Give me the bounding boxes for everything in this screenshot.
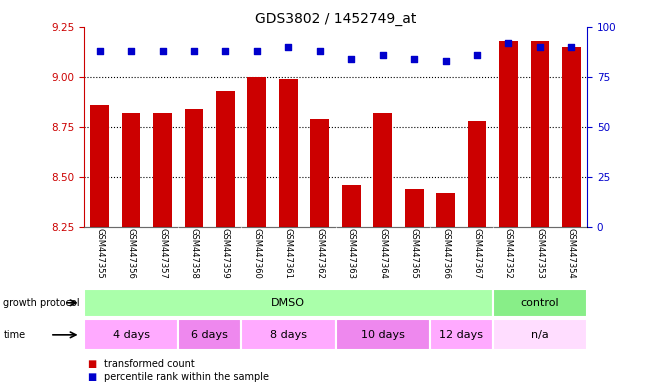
Point	[220, 48, 231, 54]
Bar	[310, 119, 329, 227]
Text: GSM447361: GSM447361	[284, 228, 293, 279]
Text: GSM447352: GSM447352	[504, 228, 513, 278]
Point	[409, 56, 419, 62]
Bar	[531, 41, 550, 227]
Bar	[405, 189, 423, 227]
Point	[94, 48, 105, 54]
Bar	[279, 79, 298, 227]
Text: GSM447363: GSM447363	[347, 228, 356, 279]
Text: GSM447367: GSM447367	[472, 228, 482, 279]
Bar	[336, 319, 430, 350]
Bar	[241, 319, 336, 350]
Text: 4 days: 4 days	[113, 330, 150, 340]
Bar	[84, 319, 178, 350]
Bar	[84, 289, 493, 317]
Point	[283, 44, 294, 50]
Bar	[562, 47, 581, 227]
Text: ■: ■	[87, 372, 97, 382]
Point	[503, 40, 514, 46]
Text: control: control	[521, 298, 559, 308]
Bar	[430, 319, 493, 350]
Text: ■: ■	[87, 359, 97, 369]
Bar	[493, 289, 587, 317]
Text: DMSO: DMSO	[271, 298, 305, 308]
Text: percentile rank within the sample: percentile rank within the sample	[104, 372, 269, 382]
Text: GSM447366: GSM447366	[441, 228, 450, 279]
Point	[125, 48, 136, 54]
Point	[346, 56, 356, 62]
Point	[157, 48, 168, 54]
Text: GSM447353: GSM447353	[535, 228, 544, 279]
Text: 12 days: 12 days	[440, 330, 483, 340]
Bar	[153, 113, 172, 227]
Text: growth protocol: growth protocol	[3, 298, 80, 308]
Point	[189, 48, 199, 54]
Point	[252, 48, 262, 54]
Title: GDS3802 / 1452749_at: GDS3802 / 1452749_at	[255, 12, 416, 26]
Bar	[90, 105, 109, 227]
Point	[535, 44, 546, 50]
Bar	[499, 41, 518, 227]
Point	[472, 52, 482, 58]
Text: GSM447359: GSM447359	[221, 228, 230, 278]
Text: GSM447362: GSM447362	[315, 228, 324, 279]
Bar	[436, 193, 455, 227]
Bar	[373, 113, 392, 227]
Text: GSM447356: GSM447356	[127, 228, 136, 279]
Text: GSM447354: GSM447354	[567, 228, 576, 278]
Text: 8 days: 8 days	[270, 330, 307, 340]
Bar	[342, 185, 361, 227]
Bar	[493, 319, 587, 350]
Text: 6 days: 6 days	[191, 330, 228, 340]
Text: GSM447365: GSM447365	[409, 228, 419, 279]
Text: n/a: n/a	[531, 330, 549, 340]
Text: GSM447364: GSM447364	[378, 228, 387, 279]
Bar	[185, 109, 203, 227]
Text: GSM447357: GSM447357	[158, 228, 167, 279]
Point	[377, 52, 388, 58]
Bar	[468, 121, 486, 227]
Point	[315, 48, 325, 54]
Text: transformed count: transformed count	[104, 359, 195, 369]
Text: GSM447360: GSM447360	[252, 228, 262, 279]
Bar	[248, 77, 266, 227]
Text: time: time	[3, 330, 25, 340]
Text: GSM447355: GSM447355	[95, 228, 104, 278]
Bar	[216, 91, 235, 227]
Text: GSM447358: GSM447358	[189, 228, 199, 279]
Point	[566, 44, 577, 50]
Bar	[178, 319, 241, 350]
Bar	[121, 113, 140, 227]
Text: 10 days: 10 days	[361, 330, 405, 340]
Point	[440, 58, 451, 64]
